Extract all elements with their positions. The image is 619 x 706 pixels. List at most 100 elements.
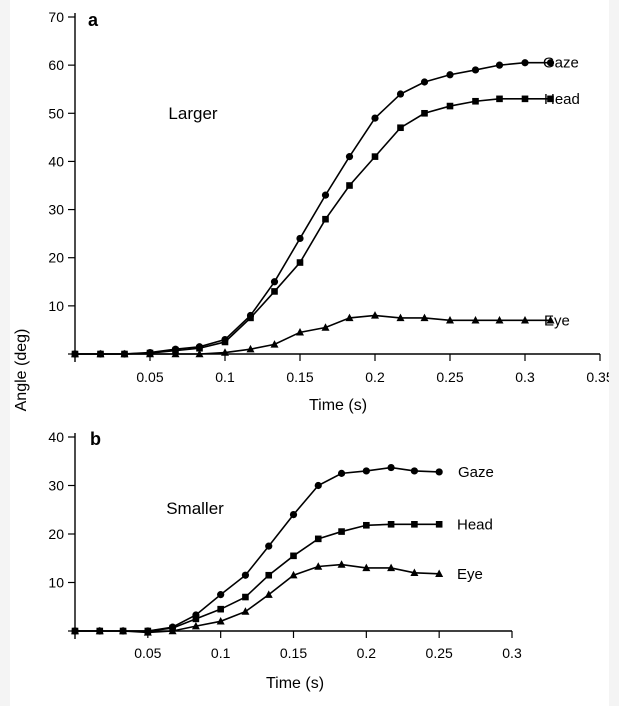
gaze-point-16 [471, 66, 480, 74]
eye-point-19 [546, 316, 555, 324]
eye-point-15 [435, 569, 444, 577]
eye-point-3 [146, 349, 154, 358]
head-point-6 [221, 338, 229, 346]
gaze-point-12 [362, 467, 370, 475]
eye-point-7 [241, 607, 250, 615]
gaze-point-10 [321, 191, 330, 199]
eye-point-10 [314, 562, 323, 570]
eye-point-10 [321, 323, 330, 331]
head-point-17 [496, 95, 503, 103]
gaze-point-18 [521, 59, 529, 67]
y-axis-label: Angle (deg) [13, 329, 30, 412]
eye-point-16 [471, 316, 480, 324]
x-tick-label: 0.1 [211, 645, 231, 661]
figure-page: 0.05 0.1 0.15 0.2 0.25 0.3 0.35 10 20 30 40 50 60 70 T… [10, 0, 609, 706]
eye-point-18 [521, 316, 529, 324]
gaze-point-6 [217, 591, 225, 599]
eye-series-label: Eye [544, 312, 570, 329]
x-axis-label: Time (s) [266, 675, 324, 692]
head-point-9 [296, 259, 304, 266]
gaze-series-label: Gaze [543, 55, 579, 72]
gaze-point-12 [371, 114, 379, 122]
eye-point-17 [495, 316, 504, 324]
eye-point-7 [246, 344, 255, 353]
y-tick-label: 60 [48, 57, 64, 73]
panel-annotation: Smaller [166, 499, 224, 518]
head-point-5 [196, 344, 203, 352]
head-series-line [75, 523, 440, 632]
head-point-7 [247, 314, 254, 322]
gaze-point-13 [396, 90, 405, 98]
eye-point-14 [410, 568, 419, 576]
gaze-point-7 [241, 571, 250, 579]
x-tick-label: 0.3 [502, 645, 522, 661]
eye-point-14 [420, 313, 429, 322]
head-point-14 [421, 109, 428, 117]
panel-annotation: Larger [168, 104, 217, 123]
gaze-series-label: Gaze [458, 464, 494, 481]
head-series-label: Head [457, 516, 493, 533]
head-point-14 [411, 521, 418, 528]
head-point-10 [314, 535, 322, 543]
eye-point-3 [143, 628, 152, 636]
eye-point-9 [296, 328, 304, 336]
x-tick-label: 0.25 [426, 645, 453, 661]
gaze-series-line [75, 466, 440, 632]
head-point-6 [217, 605, 224, 613]
panel-label: b [90, 429, 101, 449]
head-point-15 [435, 521, 443, 528]
x-tick-label: 0.2 [365, 369, 385, 385]
eye-point-0 [71, 349, 79, 358]
panel-b-chart: 0.05 0.1 0.15 0.2 0.25 0.3 10 20 30 40 Time (s) b Sm… [48, 429, 522, 692]
panel-a-chart: 0.05 0.1 0.15 0.2 0.25 0.3 0.35 10 20 30 40 50 60 70 T… [48, 9, 609, 414]
head-point-9 [290, 552, 297, 560]
gaze-point-19 [546, 59, 555, 67]
head-series-line [75, 98, 551, 355]
eye-point-1 [96, 349, 105, 358]
x-tick-label: 0.05 [134, 645, 161, 661]
x-tick-label: 0.1 [215, 369, 235, 385]
y-tick-label: 10 [48, 575, 64, 591]
figure-svg: 0.05 0.1 0.15 0.2 0.25 0.3 0.35 10 20 30 40 50 60 70 T… [13, 9, 609, 692]
y-tick-label: 40 [48, 429, 64, 445]
gaze-point-8 [265, 542, 273, 550]
eye-point-11 [345, 313, 354, 322]
eye-point-13 [387, 563, 396, 572]
head-point-13 [387, 521, 395, 528]
y-tick-label: 40 [48, 153, 64, 169]
eye-point-5 [195, 349, 204, 358]
gaze-point-13 [387, 463, 395, 472]
eye-point-13 [396, 313, 405, 322]
head-point-12 [371, 153, 379, 160]
eye-point-6 [221, 348, 229, 356]
eye-point-5 [191, 621, 200, 630]
y-tick-label: 20 [48, 250, 64, 266]
x-tick-label: 0.15 [280, 645, 307, 661]
y-tick-label: 70 [48, 9, 64, 25]
head-point-7 [242, 593, 249, 601]
gaze-point-10 [314, 481, 322, 490]
head-point-13 [397, 124, 404, 132]
x-tick-label: 0.35 [586, 369, 609, 385]
eye-series-line [75, 314, 551, 355]
eye-point-8 [270, 340, 279, 348]
x-tick-label: 0.3 [515, 369, 535, 385]
eye-point-12 [362, 563, 371, 572]
eye-point-4 [168, 626, 177, 635]
eye-point-2 [119, 626, 128, 635]
gaze-point-17 [495, 61, 504, 69]
gaze-point-9 [296, 234, 304, 243]
panel-label: a [88, 10, 99, 30]
gaze-point-11 [345, 153, 354, 161]
x-tick-label: 0.25 [436, 369, 463, 385]
head-point-19 [547, 95, 554, 103]
y-tick-label: 10 [48, 298, 64, 314]
head-point-15 [446, 102, 454, 110]
eye-series-label: Eye [457, 566, 483, 583]
gaze-point-14 [410, 467, 419, 475]
x-tick-label: 0.15 [286, 369, 313, 385]
head-point-12 [363, 521, 370, 529]
x-tick-label: 0.2 [357, 645, 377, 661]
head-point-8 [265, 571, 273, 579]
